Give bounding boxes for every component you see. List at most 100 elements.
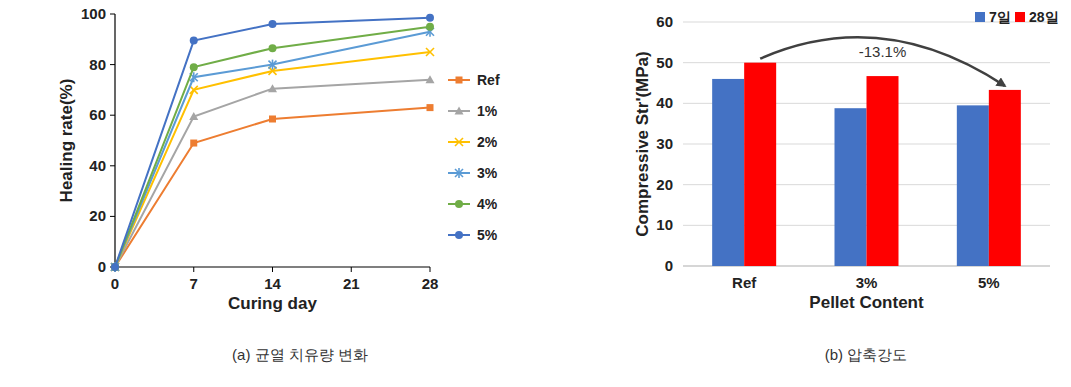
y-tick-label: 30 <box>656 135 673 152</box>
y-tick-label: 0 <box>98 258 106 275</box>
x-tick-label: 14 <box>264 275 281 292</box>
marker-stroke <box>269 61 277 69</box>
line-chart: 02040608010007142128Curing dayHealing ra… <box>57 5 500 363</box>
bar <box>957 105 989 266</box>
legend-item: 2% <box>448 134 498 150</box>
y-tick-label: 50 <box>656 54 673 71</box>
marker <box>190 37 198 45</box>
marker <box>190 86 198 94</box>
legend-label: 1% <box>477 103 498 119</box>
plot-area <box>111 14 435 272</box>
legend-item: 28일 <box>1015 9 1059 25</box>
marker <box>111 263 119 271</box>
marker <box>268 84 277 92</box>
marker-stroke <box>190 86 198 94</box>
marker <box>426 14 434 22</box>
bar <box>744 63 776 266</box>
bar <box>867 76 899 266</box>
marker <box>455 168 463 178</box>
legend-item: Ref <box>448 72 500 88</box>
marker-stroke <box>455 169 463 177</box>
marker <box>269 60 277 70</box>
legend: 7일 28일 <box>975 9 1059 25</box>
y-tick <box>110 115 115 116</box>
legend-label: Ref <box>477 72 500 88</box>
bar <box>989 90 1021 266</box>
marker <box>269 44 277 52</box>
legend-item: 4% <box>448 196 498 212</box>
marker <box>112 264 119 271</box>
annotation-arrow <box>760 37 1005 86</box>
marker <box>427 104 434 111</box>
marker <box>269 115 276 122</box>
y-tick-label: 80 <box>89 56 106 73</box>
series-line <box>115 80 430 267</box>
y-tick-label: 40 <box>656 94 673 111</box>
y-tick-label: 20 <box>89 207 106 224</box>
legend: Ref 1% 2% 3% 4% 5% <box>448 72 500 243</box>
legend-item: 5% <box>448 227 498 243</box>
legend-label: 7일 <box>989 9 1011 25</box>
legend-label: 2% <box>477 134 498 150</box>
y-axis-label: Healing rate(%) <box>57 79 76 203</box>
y-tick <box>110 64 115 65</box>
x-tick <box>193 267 194 272</box>
marker-stroke <box>455 138 463 146</box>
marker-stroke <box>190 86 198 94</box>
marker-stroke <box>111 263 119 271</box>
legend-item: 3% <box>448 165 498 181</box>
y-tick-label: 100 <box>81 5 106 22</box>
y-tick-label: 20 <box>656 176 673 193</box>
x-tick-label: 5% <box>978 274 1000 291</box>
bar-chart: 0102030405060Ref3%5%Pellet ContentCompre… <box>633 9 1059 363</box>
legend-label: 3% <box>477 165 498 181</box>
y-tick <box>110 216 115 217</box>
y-tick-label: 10 <box>656 216 673 233</box>
x-tick-label: 0 <box>111 275 119 292</box>
y-tick-label: 40 <box>89 157 106 174</box>
y-tick-label: 60 <box>656 13 673 30</box>
x-tick-label: 3% <box>856 274 878 291</box>
legend-label: 28일 <box>1029 9 1059 25</box>
marker <box>456 77 463 84</box>
marker <box>269 20 277 28</box>
marker <box>455 138 463 146</box>
marker-stroke <box>269 61 277 69</box>
marker <box>455 231 463 239</box>
y-tick-label: 60 <box>89 106 106 123</box>
marker <box>189 112 198 120</box>
x-axis-label: Curing day <box>228 294 317 313</box>
y-tick <box>110 14 115 15</box>
marker-stroke <box>111 263 119 271</box>
marker-stroke <box>455 138 463 146</box>
legend-swatch <box>975 12 985 22</box>
marker-stroke <box>272 60 274 70</box>
marker <box>190 63 198 71</box>
marker <box>111 263 119 271</box>
series-line <box>115 27 430 267</box>
marker-stroke <box>111 263 119 271</box>
plot-area <box>712 63 1021 266</box>
marker <box>455 200 463 208</box>
x-tick-label: 21 <box>343 275 360 292</box>
legend-item: 7일 <box>975 9 1011 25</box>
y-tick-label: 0 <box>665 257 673 274</box>
marker-stroke <box>458 168 460 178</box>
marker <box>111 263 119 271</box>
marker <box>111 262 119 272</box>
x-tick-label: 7 <box>190 275 198 292</box>
series-line <box>115 18 430 267</box>
grid-line <box>683 62 1050 63</box>
marker-stroke <box>193 72 195 82</box>
legend-label: 5% <box>477 227 498 243</box>
x-axis-label: Pellet Content <box>809 293 924 312</box>
marker <box>426 23 434 31</box>
series-line <box>115 52 430 267</box>
marker <box>455 107 464 115</box>
legend-label: 4% <box>477 196 498 212</box>
legend-item: 1% <box>448 103 498 119</box>
bar <box>712 79 744 266</box>
caption: (b) 압축강도 <box>825 346 908 363</box>
y-axis <box>114 14 115 267</box>
caption: (a) 균열 치유량 변화 <box>232 346 368 363</box>
